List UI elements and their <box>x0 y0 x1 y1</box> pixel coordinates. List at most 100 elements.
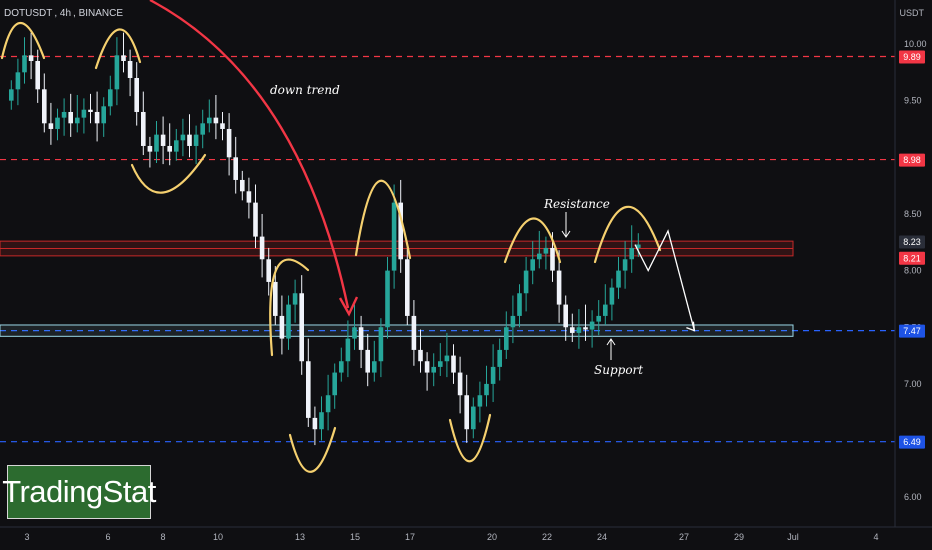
candle-body <box>299 293 304 362</box>
candle-body <box>193 134 199 146</box>
time-tick-label: 4 <box>873 532 878 542</box>
time-axis: 3 6 8 10 13 15 17 20 22 24 27 29 Jul 4 <box>0 526 932 542</box>
candle-body <box>543 247 549 254</box>
time-tick-label: 10 <box>213 532 223 542</box>
candle-body <box>629 247 634 260</box>
candle-body <box>358 327 364 350</box>
price-tick-label: 7.00 <box>904 379 922 389</box>
candle-body <box>477 395 483 407</box>
candle-body <box>226 128 232 158</box>
support-zone <box>0 324 794 337</box>
candle-body <box>286 304 291 339</box>
candle-body <box>405 259 410 316</box>
candle-body <box>9 89 14 101</box>
candle-body <box>431 366 436 373</box>
time-tick-label: 3 <box>24 532 29 542</box>
support-label: Support <box>594 363 644 377</box>
candle-body <box>213 117 219 124</box>
price-tick-label: 10.00 <box>904 39 927 49</box>
candle-body <box>424 361 430 373</box>
candle-body <box>253 202 258 237</box>
down-trend-arrowhead <box>338 296 359 317</box>
candle-body <box>273 281 278 316</box>
interval: 4h <box>59 8 72 19</box>
candle-body <box>365 349 370 373</box>
price-tick-label: 8.50 <box>904 209 922 219</box>
price-tag-label: 8.98 <box>903 155 921 165</box>
candle-body <box>471 406 476 430</box>
candle-body <box>583 327 588 330</box>
candle-body <box>325 395 331 413</box>
candle-body <box>451 355 456 373</box>
candle-body <box>48 123 54 129</box>
candle-body <box>35 60 40 90</box>
candle-body <box>556 270 562 305</box>
candle-body <box>589 321 595 330</box>
candle-body <box>15 72 21 90</box>
candle-body <box>233 157 238 180</box>
candle-body <box>28 55 34 61</box>
candle-body <box>75 117 80 124</box>
candle-body <box>114 55 120 90</box>
price-tag <box>899 50 925 64</box>
candlestick-series <box>9 32 641 446</box>
wave-curve <box>269 258 310 357</box>
candle-body <box>134 77 139 112</box>
candle-body <box>174 140 179 152</box>
price-tick-label: 8.00 <box>904 266 922 276</box>
candle-body <box>141 111 146 146</box>
candle-body <box>378 327 384 362</box>
candle-body <box>81 109 87 118</box>
candle-body <box>576 327 582 333</box>
price-tag <box>899 235 925 249</box>
candle-body <box>464 395 469 430</box>
candle-body <box>240 179 245 192</box>
candle-body <box>550 247 555 271</box>
time-tick-label: 15 <box>350 532 360 542</box>
candle-body <box>523 270 529 294</box>
candle-body <box>220 123 225 129</box>
time-tick-label: 13 <box>295 532 305 542</box>
candle-body <box>319 412 324 430</box>
price-tag-label: 9.89 <box>903 52 921 62</box>
candle-body <box>55 117 60 129</box>
price-tick-label: 9.50 <box>904 96 922 106</box>
price-tag <box>899 153 925 167</box>
candle-body <box>61 111 67 118</box>
candle-body <box>167 145 172 152</box>
candle-body <box>622 259 628 271</box>
time-tick-label: 27 <box>679 532 689 542</box>
candle-body <box>345 338 351 362</box>
candle-body <box>108 89 113 107</box>
projection-arrowhead <box>686 321 696 332</box>
price-tag <box>899 324 925 338</box>
candle-body <box>504 327 509 350</box>
candle-body <box>312 417 318 430</box>
price-tick-label: 6.00 <box>904 492 922 502</box>
candle-body <box>200 123 205 135</box>
candle-body <box>339 361 344 373</box>
candle-body <box>332 372 337 396</box>
candle-body <box>94 111 100 124</box>
candle-body <box>609 287 615 305</box>
candle-body <box>372 361 377 373</box>
time-tick-label: 24 <box>597 532 607 542</box>
wave-curve <box>448 413 492 463</box>
price-tag <box>899 435 925 449</box>
candle-body <box>68 111 73 124</box>
down-trend-arrow <box>149 0 350 309</box>
candle-body <box>187 134 192 146</box>
candle-body <box>22 55 27 73</box>
time-tick-label: 6 <box>105 532 110 542</box>
candle-body <box>121 55 126 61</box>
candle-body <box>490 366 496 384</box>
price-tag-label: 7.47 <box>903 326 921 336</box>
currency-label: USDT <box>899 8 925 18</box>
symbol: DOTUSDT <box>4 8 53 19</box>
candle-body <box>497 349 502 367</box>
candle-body <box>616 270 621 288</box>
wave-curve <box>288 426 337 473</box>
candle-body <box>207 117 212 124</box>
price-tag-label: 8.21 <box>903 253 921 263</box>
